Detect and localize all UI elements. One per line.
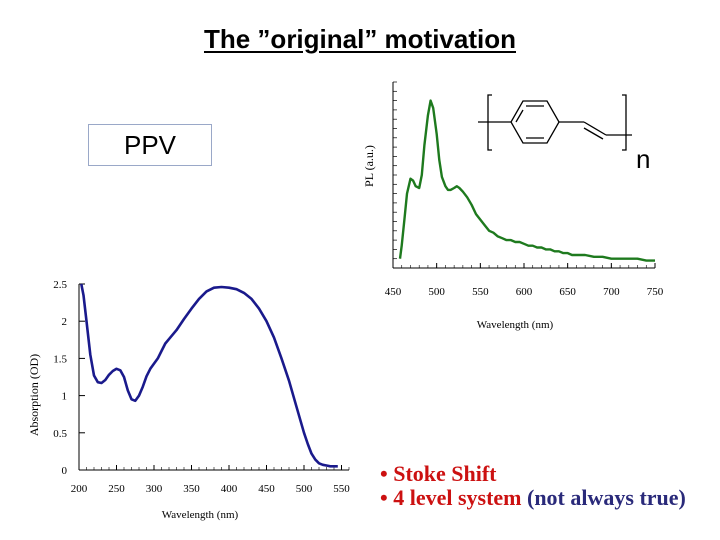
abs-x-tick-label: 400: [221, 483, 238, 495]
pl-x-tick-label: 500: [428, 286, 445, 298]
abs-y-tick-label: 2: [62, 316, 68, 328]
abs-x-tick-label: 300: [146, 483, 163, 495]
pl-chart: 450 500 550 600 650 700 750 Wavelength (nm) PL (…: [362, 81, 664, 331]
pl-x-tick-label: 700: [603, 286, 620, 298]
absorption-chart: 0 0.5 1 1.5 2 2.5 200 250 300 350 400 450 500 550 Wave…: [27, 279, 350, 521]
bullet-four-level: • 4 level system (not always true): [380, 485, 686, 510]
abs-x-tick-label: 350: [183, 483, 200, 495]
vinylene-double-bond: [583, 127, 604, 140]
abs-y-tick-label: 0: [62, 465, 68, 477]
benzene-ring: [510, 100, 560, 144]
pl-x-tick-label: 750: [647, 286, 664, 298]
ring-double-bond-3: [515, 109, 524, 123]
abs-x-tick-label: 450: [258, 483, 275, 495]
bullet-note: (not always true): [527, 485, 686, 510]
abs-x-tick-label: 250: [108, 483, 125, 495]
pl-x-label: Wavelength (nm): [477, 319, 554, 331]
abs-x-tick-label: 550: [333, 483, 350, 495]
pl-y-label: PL (a.u.): [362, 145, 376, 187]
pl-x-tick-label: 650: [559, 286, 576, 298]
bullet-stoke-shift: • Stoke Shift: [380, 461, 497, 486]
abs-y-tick-label: 0.5: [53, 428, 67, 440]
vinylene-bond: [583, 121, 607, 136]
abs-series-line: [80, 283, 338, 468]
ppv-structure-diagram: [478, 94, 632, 151]
pl-x-tick-label: 550: [472, 286, 489, 298]
pl-x-tick-label: 450: [385, 286, 402, 298]
abs-x-label: Wavelength (nm): [162, 509, 239, 521]
bullet-list: • Stoke Shift • 4 level system (not alwa…: [380, 462, 686, 510]
ppv-label-box: PPV: [88, 124, 212, 166]
pl-x-tick-label: 600: [516, 286, 533, 298]
abs-y-tick-label: 1.5: [53, 353, 67, 365]
ppv-label: PPV: [123, 130, 177, 160]
abs-x-tick-label: 200: [71, 483, 88, 495]
abs-y-tick-label: 1: [62, 391, 68, 403]
abs-y-tick-label: 2.5: [53, 279, 67, 291]
slide-title: The ”original” motivation: [203, 24, 516, 54]
abs-y-label: Absorption (OD): [27, 354, 41, 436]
abs-x-tick-label: 500: [296, 483, 313, 495]
polymer-subscript: n: [636, 144, 650, 174]
right-bracket: [622, 94, 627, 151]
pl-series-line: [398, 99, 655, 262]
